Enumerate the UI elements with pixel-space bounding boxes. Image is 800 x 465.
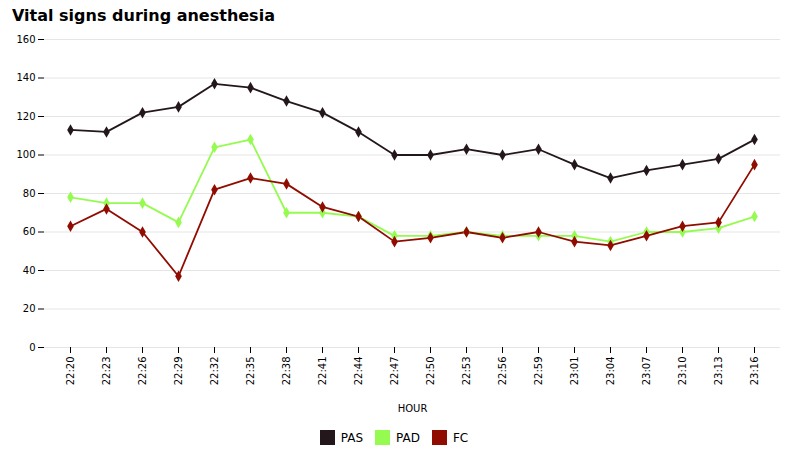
svg-text:22:56: 22:56 [497, 357, 508, 386]
svg-text:23:16: 23:16 [749, 357, 760, 386]
svg-text:22:44: 22:44 [353, 357, 364, 386]
svg-text:22:32: 22:32 [209, 357, 220, 386]
svg-text:20: 20 [23, 303, 36, 314]
svg-text:0: 0 [29, 342, 35, 353]
svg-text:100: 100 [16, 149, 35, 160]
html-text:Vital signs during anesthesia: Vital signs during anesthesia [12, 6, 275, 25]
svg-text:80: 80 [23, 188, 36, 199]
svg-text:22:50: 22:50 [425, 357, 436, 386]
html-text:PAS: PAS [340, 430, 363, 445]
svg-text:23:10: 23:10 [677, 357, 688, 386]
svg-text:23:01: 23:01 [569, 357, 580, 386]
svg-text:22:53: 22:53 [461, 357, 472, 386]
svg-text:120: 120 [16, 111, 35, 122]
html-text:PAD: PAD [396, 430, 420, 445]
svg-text:22:35: 22:35 [245, 357, 256, 386]
svg-text:23:13: 23:13 [713, 357, 724, 386]
html-text:FC: FC [453, 430, 469, 445]
svg-text:140: 140 [16, 72, 35, 83]
svg-text:160: 160 [16, 34, 35, 45]
svg-text:22:41: 22:41 [317, 357, 328, 386]
svg-text:60: 60 [23, 226, 36, 237]
svg-text:22:29: 22:29 [173, 357, 184, 386]
svg-text:22:38: 22:38 [281, 357, 292, 386]
svg-text:22:47: 22:47 [389, 357, 400, 386]
svg-text:22:20: 22:20 [65, 357, 76, 386]
svg-text:22:26: 22:26 [137, 357, 148, 386]
svg-text:23:04: 23:04 [605, 357, 616, 386]
svg-text:22:23: 22:23 [101, 357, 112, 386]
svg-text:22:59: 22:59 [533, 357, 544, 386]
svg-text:23:07: 23:07 [641, 357, 652, 386]
svg-text:HOUR: HOUR [398, 403, 428, 414]
svg-text:40: 40 [23, 265, 36, 276]
